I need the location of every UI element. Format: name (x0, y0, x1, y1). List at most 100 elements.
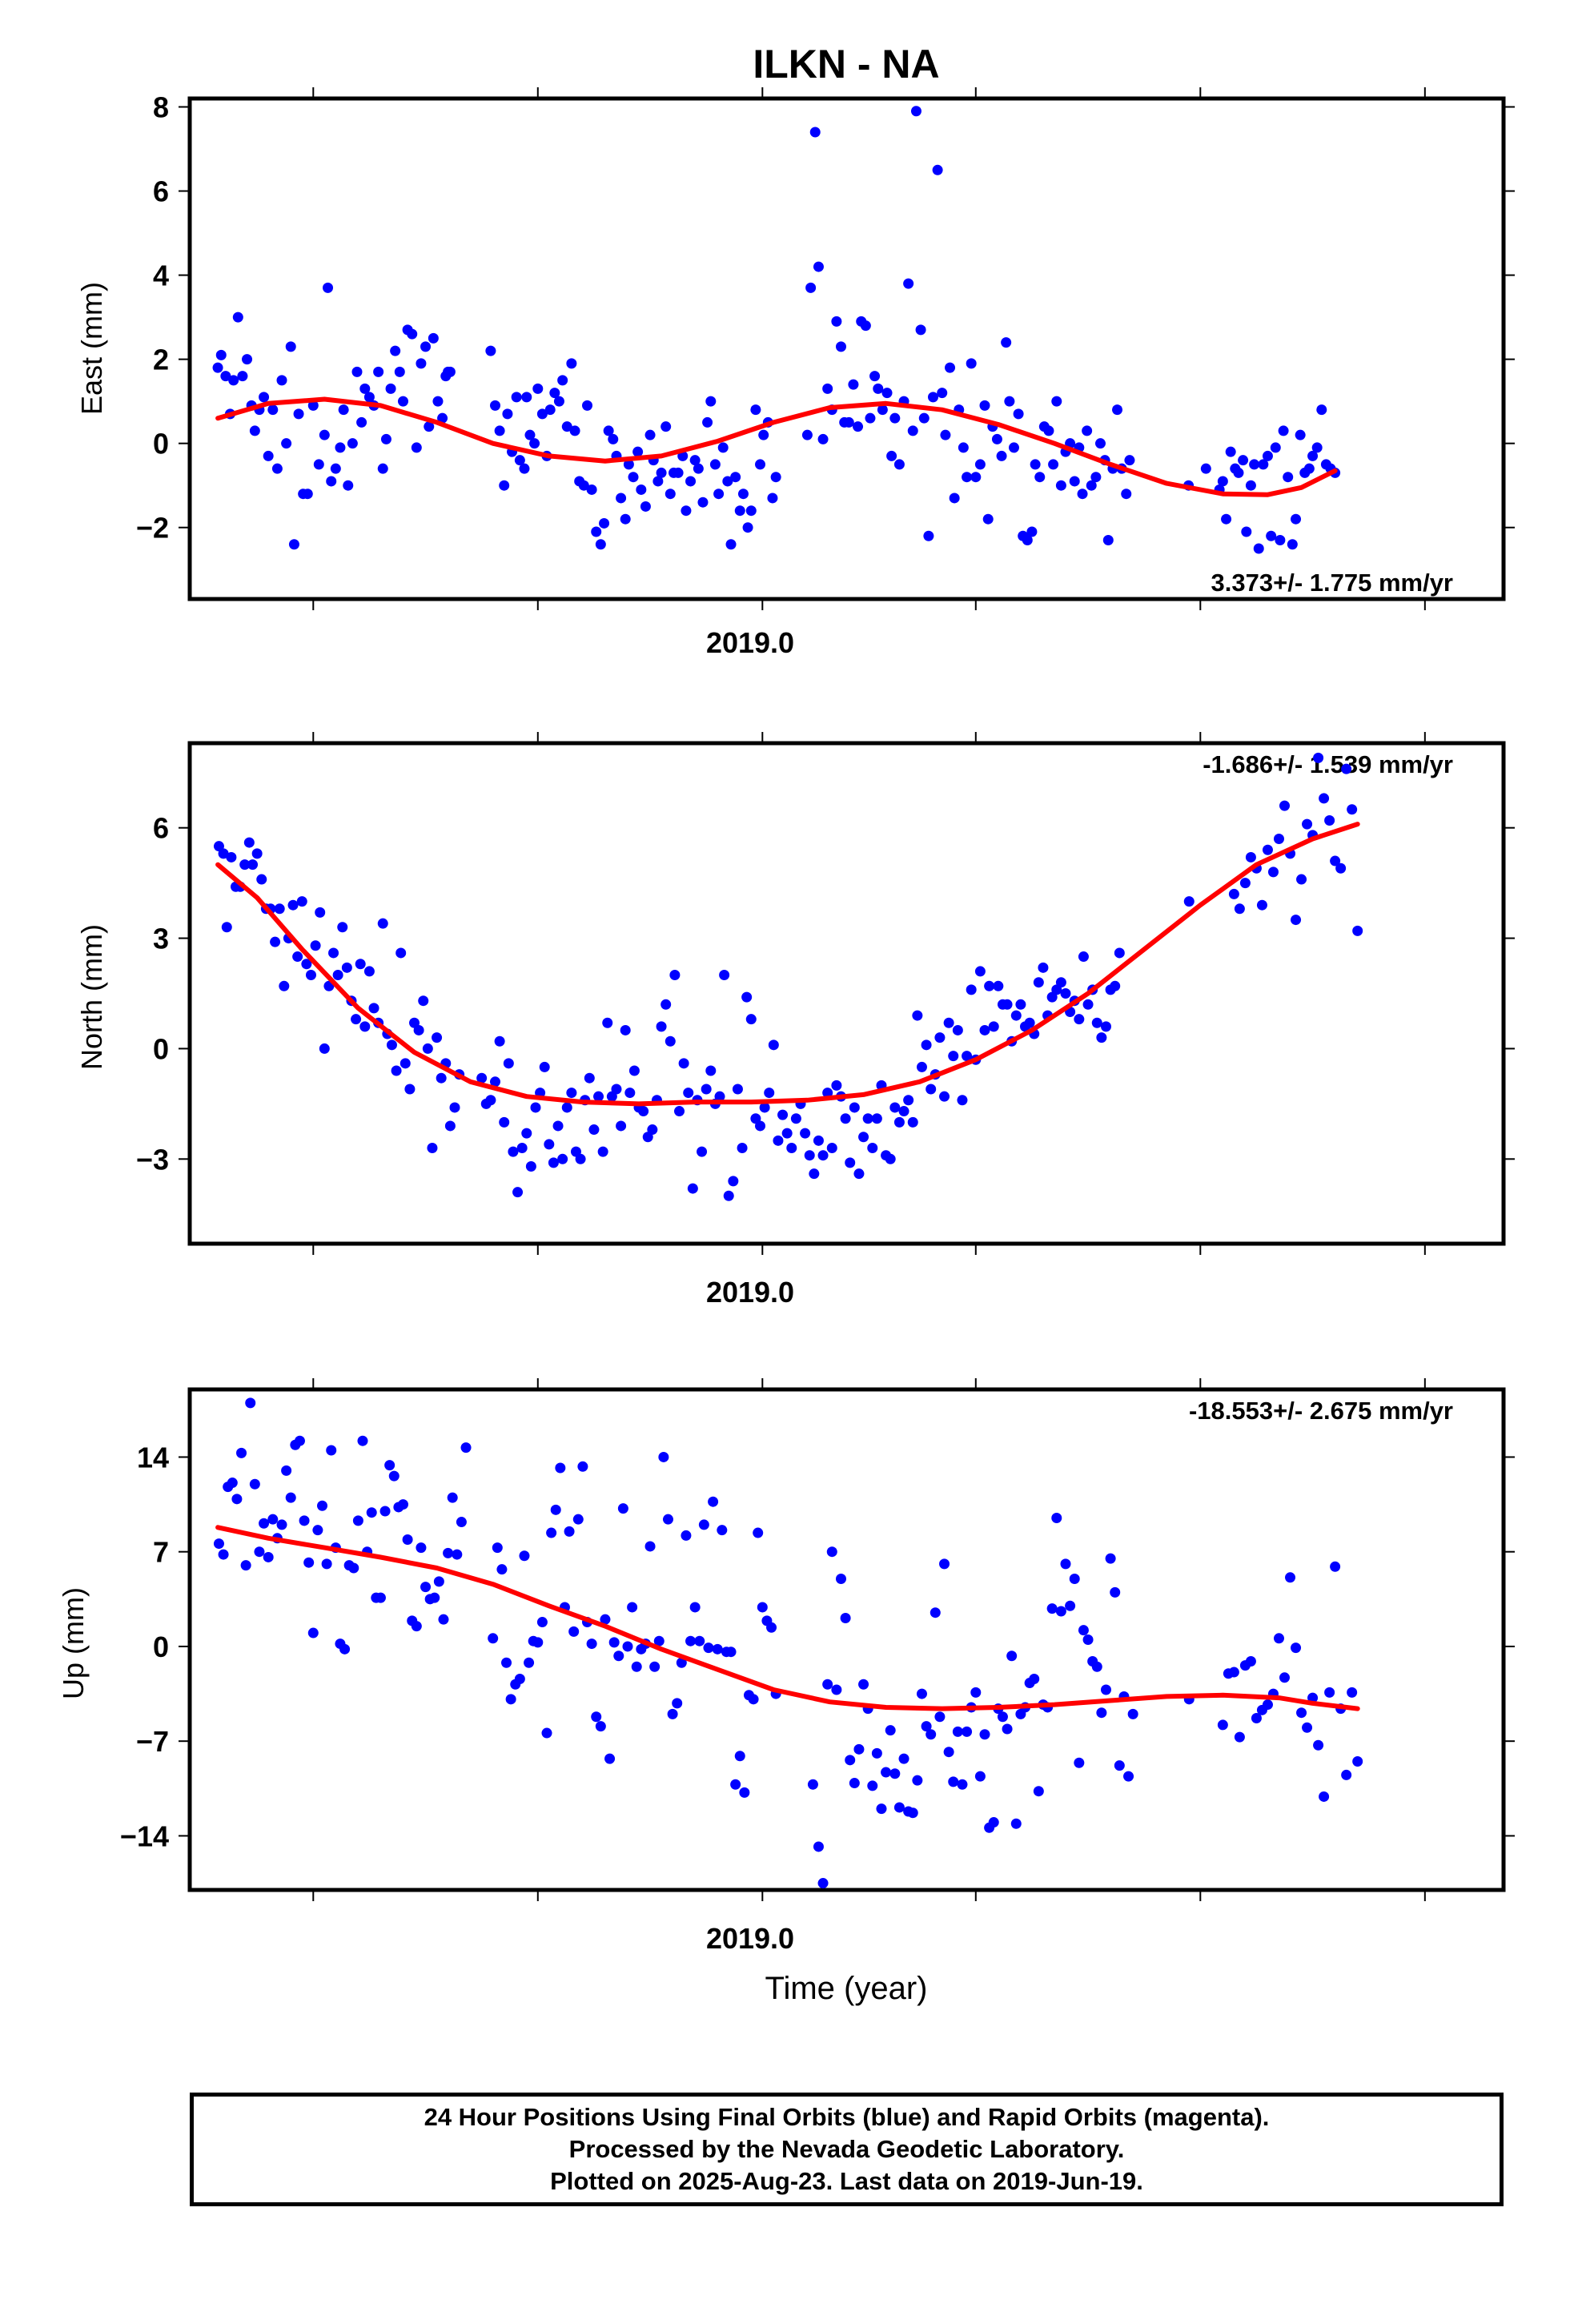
up-data-point (326, 1445, 337, 1456)
up-data-point (488, 1633, 499, 1644)
north-data-point (903, 1095, 914, 1106)
north-data-point (697, 1146, 708, 1157)
up-data-point (867, 1780, 878, 1791)
up-data-point (1046, 1603, 1058, 1614)
up-data-point (1228, 1667, 1239, 1678)
north-data-point (499, 1116, 510, 1128)
north-y-tick-label: −3 (136, 1143, 169, 1176)
up-data-point (689, 1602, 701, 1613)
north-data-point (943, 1017, 954, 1028)
up-data-point (303, 1557, 315, 1568)
north-data-point (728, 1176, 739, 1187)
east-data-point (713, 489, 725, 500)
north-data-point (665, 1035, 676, 1047)
up-panel: Up (mm) 2019.0 -18.553+/- 2.675 mm/yr Ti… (57, 1378, 1515, 2006)
up-data-point (281, 1465, 292, 1476)
north-data-point (391, 1065, 402, 1076)
north-data-point (1002, 999, 1013, 1010)
east-data-point (377, 463, 388, 474)
up-data-point (1069, 1573, 1080, 1584)
north-data-point (351, 1014, 362, 1025)
east-data-point (319, 429, 330, 440)
north-data-point (723, 1190, 734, 1201)
north-data-point (359, 1021, 371, 1032)
east-data-point (323, 282, 334, 293)
east-data-point (1262, 450, 1273, 461)
east-data-point (1086, 480, 1097, 491)
north-data-point (620, 1024, 631, 1035)
east-data-point (288, 539, 299, 550)
north-data-point (552, 1120, 564, 1132)
up-data-point (595, 1721, 606, 1732)
east-data-point (432, 396, 444, 407)
north-data-point (341, 962, 352, 973)
up-data-point (254, 1546, 265, 1558)
up-data-point (312, 1525, 323, 1536)
up-data-point (285, 1492, 296, 1503)
up-data-point (1313, 1739, 1324, 1751)
east-data-point (385, 383, 396, 394)
north-data-point (804, 1150, 815, 1161)
north-data-point (624, 1088, 636, 1099)
east-fit-curve (215, 396, 1338, 497)
north-data-point (396, 947, 407, 959)
up-data-point (259, 1518, 270, 1529)
up-data-point (519, 1550, 530, 1562)
east-data-point (853, 421, 864, 432)
east-data-point (1225, 446, 1236, 457)
east-data-point (276, 375, 287, 386)
east-data-point (420, 341, 432, 352)
footer-line-1: 24 Hour Positions Using Final Orbits (bl… (424, 2103, 1270, 2131)
up-data-point (921, 1721, 932, 1732)
east-data-point (640, 501, 651, 512)
up-data-point (213, 1538, 224, 1550)
north-data-point (1110, 980, 1121, 991)
up-data-point (1251, 1712, 1262, 1723)
east-data-point (1221, 513, 1232, 525)
up-data-point (1273, 1633, 1284, 1644)
east-data-point (1004, 396, 1015, 407)
east-data-point (1283, 472, 1294, 483)
north-data-point (966, 984, 977, 995)
north-data-point (243, 837, 255, 848)
east-panel: East (mm) 2019.0 3.373+/- 1.775 mm/yr −2… (75, 87, 1515, 659)
east-data-point (608, 433, 619, 444)
north-data-point (508, 1146, 519, 1157)
up-data-point (352, 1515, 363, 1526)
up-data-point (564, 1526, 575, 1537)
east-data-point (591, 526, 602, 537)
up-data-point (649, 1661, 661, 1672)
east-data-point (485, 345, 496, 356)
east-data-point (809, 127, 821, 138)
up-data-point (1291, 1642, 1302, 1654)
north-y-axis-label: North (mm) (75, 924, 108, 1070)
east-data-point (737, 489, 749, 500)
east-data-point (428, 332, 439, 344)
footer-line-2: Processed by the Nevada Geodetic Laborat… (568, 2135, 1125, 2163)
north-data-point (952, 1024, 963, 1035)
up-data-point (1100, 1684, 1111, 1695)
north-data-point (962, 1051, 973, 1062)
east-data-point (1090, 472, 1102, 483)
north-data-point (845, 1157, 856, 1168)
east-data-point (1278, 425, 1289, 436)
north-data-point (916, 1061, 927, 1072)
east-data-point (1048, 459, 1059, 470)
east-data-point (877, 404, 888, 416)
east-data-point (1287, 539, 1298, 550)
up-data-point (739, 1787, 750, 1798)
east-data-point (1238, 455, 1249, 466)
north-data-point (1015, 999, 1026, 1010)
up-data-point (572, 1514, 584, 1525)
east-data-point (532, 383, 544, 394)
north-data-point (1091, 1017, 1102, 1028)
east-data-point (1077, 489, 1088, 500)
up-data-point (492, 1542, 503, 1554)
up-data-point (817, 1878, 829, 1889)
east-data-point (730, 472, 741, 483)
north-data-point (826, 1143, 837, 1154)
up-data-point (236, 1447, 247, 1458)
up-data-point (703, 1642, 714, 1654)
chart-title: ILKN - NA (753, 42, 939, 86)
east-data-point (1275, 534, 1286, 545)
